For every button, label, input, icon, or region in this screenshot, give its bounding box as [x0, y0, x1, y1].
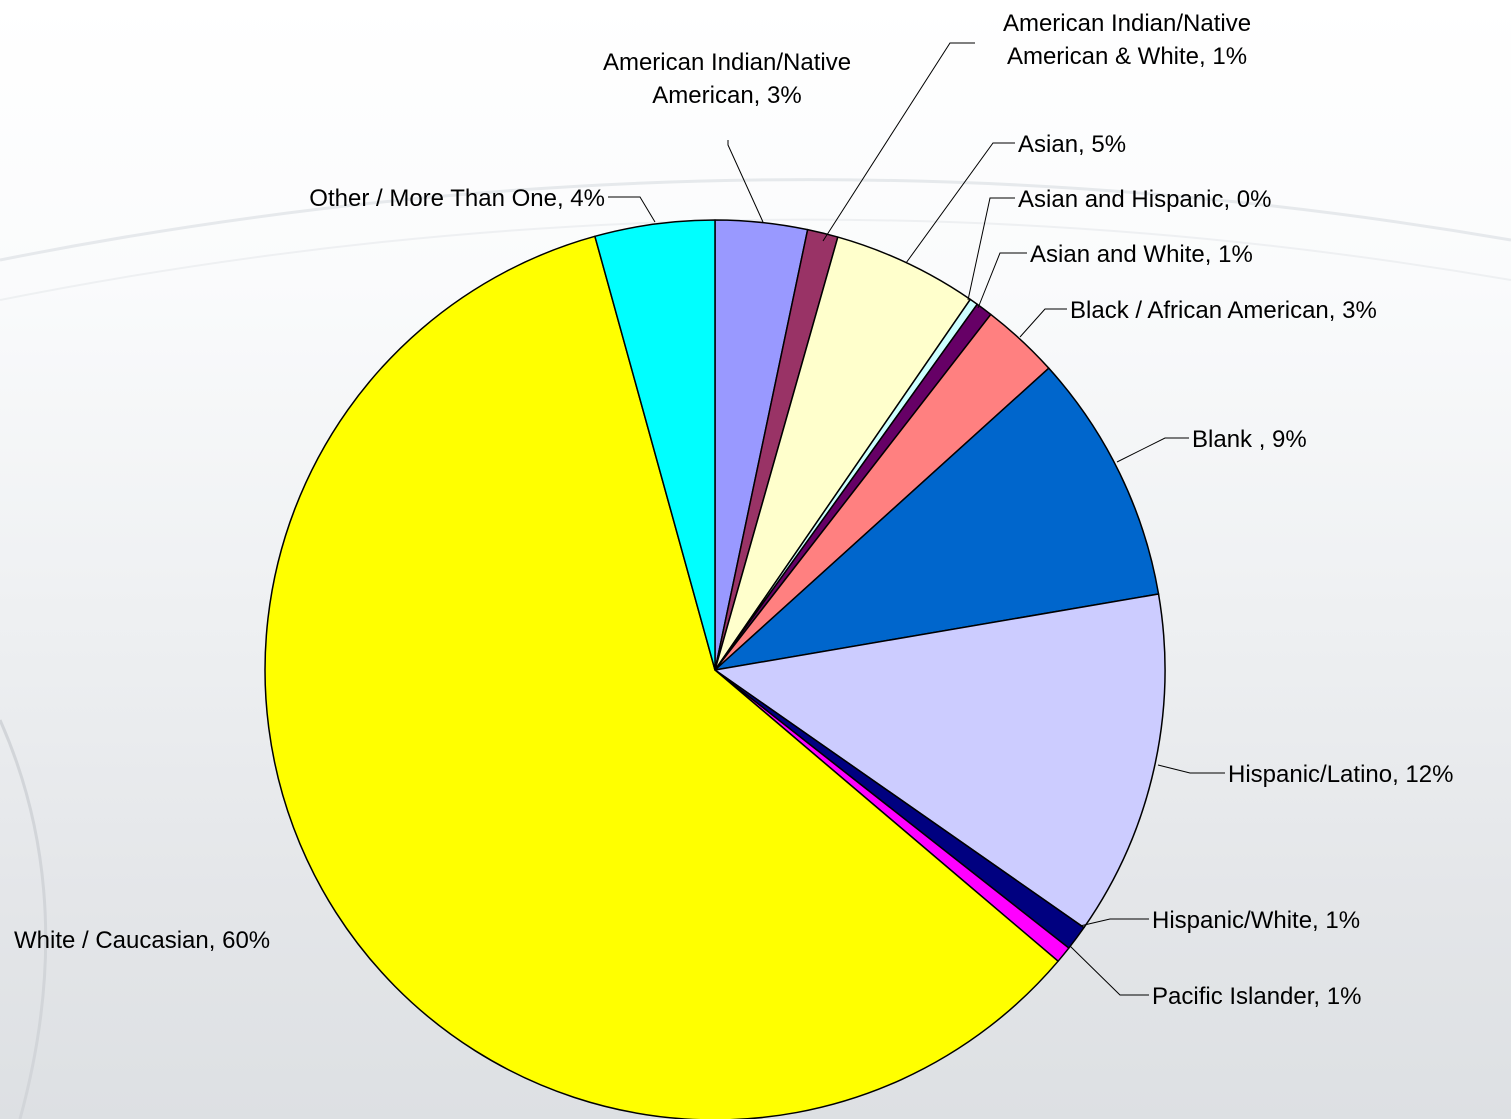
background-arc-top	[0, 178, 1511, 262]
background-arc-inner	[0, 218, 1511, 301]
data-label-pacific-islander: Pacific Islander, 1%	[1152, 983, 1361, 1010]
leader-line-asian-and-hispanic	[967, 197, 1015, 301]
leader-line-american-indian-native-american-white	[822, 42, 975, 242]
data-label-white-caucasian: White / Caucasian, 60%	[14, 927, 270, 954]
data-label-line: Asian and Hispanic, 0%	[1018, 186, 1271, 213]
data-label-line: Hispanic/White, 1%	[1152, 907, 1360, 934]
data-label-hispanic-latino: Hispanic/Latino, 12%	[1228, 761, 1453, 788]
leader-lines	[608, 42, 1225, 996]
leader-line-hispanic-latino	[1157, 764, 1225, 774]
data-label-line: Black / African American, 3%	[1070, 297, 1377, 324]
data-label-line: American Indian/Native	[1003, 10, 1251, 37]
data-label-asian-and-white: Asian and White, 1%	[1030, 241, 1253, 268]
background-arc-left	[0, 719, 48, 1119]
data-label-line: Other / More Than One, 4%	[309, 185, 605, 212]
data-label-line: American, 3%	[652, 82, 801, 109]
data-label-line: Pacific Islander, 1%	[1152, 983, 1361, 1010]
data-label-american-indian-native-american: American Indian/Native American, 3%	[603, 49, 851, 109]
pie-slice-white-caucasian	[264, 235, 1059, 1119]
data-labels: American Indian/Native American, 3%Americ…	[14, 10, 1453, 1010]
leader-line-other-more-than-one	[608, 196, 656, 223]
data-label-asian-and-hispanic: Asian and Hispanic, 0%	[1018, 186, 1271, 213]
leader-line-asian	[905, 142, 1015, 264]
leader-line-american-indian-native-american	[727, 140, 764, 223]
leader-line-pacific-islander	[1069, 945, 1149, 996]
data-label-line: Asian, 5%	[1018, 131, 1126, 158]
leader-line-black-african-american	[1019, 308, 1067, 338]
leader-line-blank	[1116, 437, 1189, 463]
data-label-asian: Asian, 5%	[1018, 131, 1126, 158]
leader-line-asian-and-white	[977, 252, 1027, 309]
data-label-line: American & White, 1%	[1007, 43, 1247, 70]
pie-slice-blank	[714, 367, 1160, 671]
data-label-line: American Indian/Native	[603, 49, 851, 76]
data-label-american-indian-native-american-white: American Indian/Native American & White, …	[1003, 10, 1251, 70]
data-label-other-more-than-one: Other / More Than One, 4%	[309, 185, 605, 212]
data-label-black-african-american: Black / African American, 3%	[1070, 297, 1377, 324]
data-label-blank: Blank , 9%	[1192, 426, 1307, 453]
data-label-line: White / Caucasian, 60%	[14, 927, 270, 954]
leader-line-hispanic-white	[1079, 918, 1149, 927]
pie-slice-other-more-than-one	[594, 219, 716, 671]
data-label-line: Asian and White, 1%	[1030, 241, 1253, 268]
data-label-line: Blank , 9%	[1192, 426, 1307, 453]
data-label-line: Hispanic/Latino, 12%	[1228, 761, 1453, 788]
data-label-hispanic-white: Hispanic/White, 1%	[1152, 907, 1360, 934]
pie-slice-hispanic-latino	[714, 593, 1166, 929]
pie-slices	[264, 219, 1166, 1119]
